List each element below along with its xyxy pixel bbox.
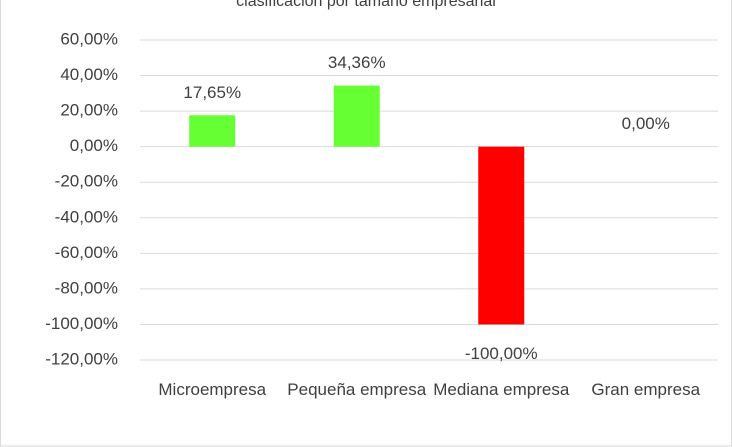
- y-tick-label: 60,00%: [60, 29, 118, 48]
- y-tick-label: 20,00%: [60, 101, 118, 120]
- y-tick-label: -40,00%: [55, 207, 118, 226]
- bar: [189, 115, 236, 147]
- x-tick-label: Gran empresa: [591, 380, 701, 399]
- x-tick-label: Mediana empresa: [433, 380, 570, 399]
- chart-title: clasificación por tamaño empresarial: [236, 0, 496, 10]
- data-label: 17,65%: [183, 83, 241, 102]
- y-tick-label: -20,00%: [55, 172, 118, 191]
- y-tick-label: 40,00%: [60, 65, 118, 84]
- x-tick-label: Microempresa: [158, 380, 267, 399]
- bar: [478, 146, 525, 325]
- y-tick-label: 0,00%: [70, 136, 118, 155]
- y-tick-label: -80,00%: [55, 278, 118, 297]
- y-tick-label: -100,00%: [45, 314, 118, 333]
- data-label: 0,00%: [622, 114, 670, 133]
- data-label: -100,00%: [465, 344, 538, 363]
- x-tick-label: Pequeña empresa: [287, 380, 427, 399]
- bar: [333, 85, 380, 147]
- data-label: 34,36%: [328, 53, 386, 72]
- y-tick-label: -120,00%: [45, 349, 118, 368]
- y-tick-label: -60,00%: [55, 243, 118, 262]
